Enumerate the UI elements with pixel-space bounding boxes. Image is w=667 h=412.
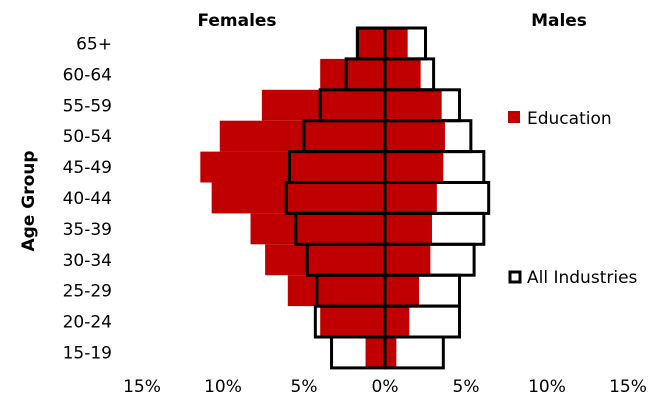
category-label-65-: 65+ xyxy=(76,34,112,54)
x-tick-label-4: 5% xyxy=(453,377,480,397)
category-label-45-49: 45-49 xyxy=(63,158,112,178)
legend-education-swatch xyxy=(508,111,520,123)
x-tick-label-1: 10% xyxy=(204,377,242,397)
education-bar-males-15-19 xyxy=(385,337,397,368)
x-tick-label-0: 15% xyxy=(123,377,161,397)
education-bar-males-30-34 xyxy=(385,244,431,276)
education-bar-females-65- xyxy=(355,28,385,59)
education-bar-females-55-59 xyxy=(261,89,385,121)
x-tick-label-5: 10% xyxy=(528,377,566,397)
category-label-40-44: 40-44 xyxy=(63,189,112,209)
education-bar-females-25-29 xyxy=(287,275,385,307)
legend-all-industries-swatch xyxy=(508,270,522,284)
education-bar-females-50-54 xyxy=(219,120,385,152)
category-label-25-29: 25-29 xyxy=(63,282,112,302)
education-bar-females-20-24 xyxy=(320,306,385,337)
x-tick-labels: 15% 10% 5% 0% 5% 10% 15% xyxy=(123,377,647,397)
x-tick-label-6: 15% xyxy=(609,377,647,397)
education-bars xyxy=(200,28,445,368)
y-axis-title: Age Group xyxy=(19,150,39,251)
category-label-50-54: 50-54 xyxy=(63,127,112,147)
education-bar-females-15-19 xyxy=(365,337,385,368)
category-labels: 65+ 60-64 55-59 50-54 45-49 40-44 35-39 30-34 25… xyxy=(63,34,112,363)
education-bar-females-45-49 xyxy=(200,151,385,183)
legend-all-industries-label: All Industries xyxy=(527,268,638,288)
education-bar-males-60-64 xyxy=(385,58,421,90)
males-label: Males xyxy=(531,11,587,31)
x-tick-label-2: 5% xyxy=(291,377,318,397)
category-label-15-19: 15-19 xyxy=(63,343,112,363)
category-label-35-39: 35-39 xyxy=(63,220,112,240)
education-bar-males-20-24 xyxy=(385,306,410,337)
category-label-60-64: 60-64 xyxy=(63,65,112,85)
legend-education-label: Education xyxy=(527,109,612,129)
education-bar-males-65- xyxy=(385,28,408,59)
education-bar-females-35-39 xyxy=(250,213,385,245)
education-bar-males-50-54 xyxy=(385,120,445,152)
education-bar-males-35-39 xyxy=(385,213,432,245)
education-bar-males-55-59 xyxy=(385,89,442,121)
category-label-55-59: 55-59 xyxy=(63,96,112,116)
legend-education: Education xyxy=(508,109,612,129)
females-label: Females xyxy=(197,11,276,31)
x-tick-label-3: 0% xyxy=(372,377,399,397)
education-bar-males-25-29 xyxy=(385,275,420,307)
education-bar-males-45-49 xyxy=(385,151,444,183)
category-label-20-24: 20-24 xyxy=(63,313,112,333)
category-label-30-34: 30-34 xyxy=(63,251,112,271)
education-bar-females-60-64 xyxy=(320,58,385,90)
education-bar-females-30-34 xyxy=(265,244,385,276)
legend-all-industries: All Industries xyxy=(508,268,638,288)
education-bar-males-40-44 xyxy=(385,182,437,214)
education-bar-females-40-44 xyxy=(211,182,385,214)
